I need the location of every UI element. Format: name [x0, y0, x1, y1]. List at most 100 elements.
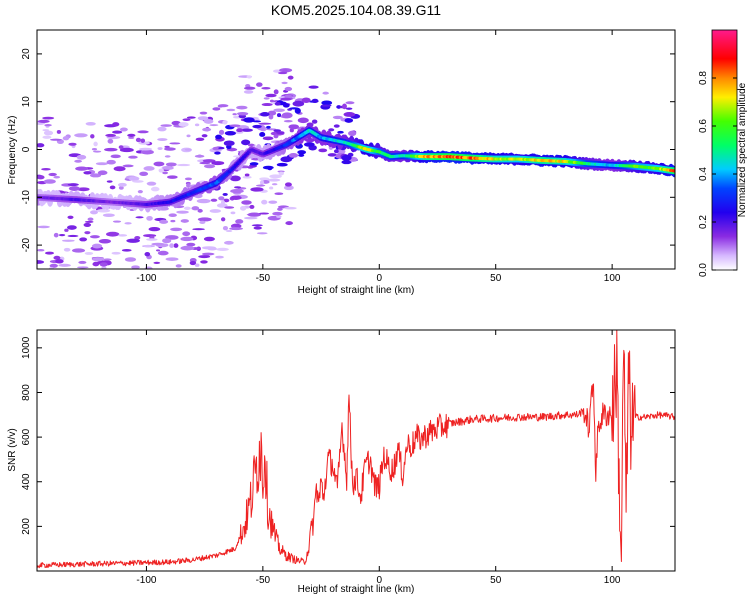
spectrogram-cell	[322, 91, 329, 95]
spectrogram-cell	[92, 150, 102, 153]
spectrogram-cell	[112, 220, 122, 223]
spectrogram-cell	[271, 183, 278, 186]
spectrogram-cell	[241, 139, 251, 146]
spectrogram-cell	[67, 234, 79, 238]
spectrogram-cell	[276, 131, 285, 135]
spectrogram-cell	[146, 238, 158, 241]
spectrogram-cell	[218, 196, 225, 201]
spectrogram-cell	[267, 166, 273, 171]
spectrogram-cell	[111, 251, 121, 255]
spectrogram-cell	[126, 238, 140, 243]
spectrogram-cell	[197, 217, 212, 222]
spectrogram-cell	[118, 185, 124, 190]
spectrogram-cell	[202, 127, 212, 132]
spectrogram-cell	[91, 148, 98, 151]
spectrogram-cell	[146, 181, 157, 186]
spectrogram-cell	[121, 249, 132, 252]
spectrogram-cell	[297, 150, 307, 155]
colorbar-tick-label: 0.4	[698, 167, 709, 181]
spectrogram-cell	[122, 276, 135, 278]
spectrogram-cell	[260, 112, 270, 117]
spectrogram-cell	[259, 180, 265, 186]
spectrogram-cell	[252, 120, 262, 123]
spectrogram-cell	[91, 243, 103, 249]
spectrogram-cell	[229, 124, 241, 128]
spectrogram-cell	[66, 225, 77, 230]
spectrogram-cell	[207, 246, 217, 251]
spectrogram-cell	[268, 200, 278, 204]
colorbar-ticks: 0.0 0.2 0.4 0.6 0.8	[698, 71, 737, 277]
spectrogram-cell	[62, 136, 70, 141]
spectrogram-cell	[232, 113, 237, 116]
spectrogram-cell	[159, 219, 169, 224]
spectrogram-cell	[98, 239, 111, 244]
spectrogram-cell	[273, 134, 279, 139]
spectrogram-cell	[180, 245, 195, 251]
spectrogram-cell	[222, 193, 228, 196]
spectrogram-cell	[169, 142, 181, 145]
spectrogram-cell	[194, 154, 205, 158]
spectrogram-cell	[180, 219, 189, 223]
spectrogram-cell	[151, 242, 165, 246]
spectrogram-cell	[148, 227, 161, 232]
spectrogram-cell	[197, 208, 203, 213]
spectrogram-cell	[200, 260, 208, 264]
spectrogram-cell	[140, 138, 146, 143]
snr-series-line	[37, 330, 675, 569]
spectrogram-cell	[160, 124, 172, 127]
spectrogram-cell	[144, 251, 151, 257]
spectrogram-y-tick-label: 20	[21, 48, 32, 60]
spectrogram-cell	[76, 275, 87, 279]
spectrogram-cell	[104, 147, 118, 152]
spectrogram-cell	[249, 162, 259, 166]
spectrogram-cell	[58, 233, 66, 237]
spectrogram-cell	[217, 104, 229, 108]
spectrogram-cell	[202, 159, 216, 163]
spectrogram-cell	[253, 226, 262, 230]
spectrogram-cell	[244, 216, 258, 220]
spectrogram-y-tick-label: 10	[21, 96, 32, 108]
spectrogram-cell	[165, 162, 177, 167]
spectrogram-cell	[83, 171, 92, 175]
spectrogram-cell	[223, 140, 235, 147]
spectrogram-cell	[118, 182, 127, 187]
spectrogram-cell	[173, 243, 179, 248]
snr-x-tick-label: -50	[256, 575, 271, 586]
snr-y-tick-label: 200	[21, 518, 32, 535]
spectrogram-cell	[139, 171, 149, 177]
spectrogram-cell	[203, 236, 215, 242]
spectrogram-cell	[287, 75, 294, 80]
spectrogram-cell	[246, 75, 252, 79]
spectrogram-cell	[184, 148, 192, 151]
spectrogram-cell	[345, 107, 353, 110]
spectrogram-cell	[226, 108, 236, 112]
spectrogram-cell	[223, 198, 230, 203]
spectrogram-cell	[251, 224, 263, 227]
spectrogram-cell	[42, 135, 52, 139]
spectrogram-cell	[78, 274, 91, 278]
spectrogram-cell	[84, 251, 94, 255]
spectrogram-cell	[266, 125, 271, 129]
spectrogram-cell	[273, 89, 279, 95]
spectrogram-cell	[135, 137, 142, 143]
spectrogram-cell	[58, 263, 71, 267]
spectrogram-y-tick-label: -20	[21, 237, 32, 252]
spectrogram-cell	[283, 119, 293, 123]
spectrogram-cell	[272, 211, 283, 216]
spectrogram-cell	[49, 272, 55, 276]
spectrogram-cell	[218, 146, 225, 150]
spectrogram-cell	[72, 276, 76, 280]
spectrogram-cell	[192, 228, 205, 231]
spectrogram-cell	[328, 128, 335, 132]
spectrogram-cell	[203, 118, 214, 124]
spectrogram-cell	[55, 259, 64, 264]
spectrogram-cell	[269, 186, 274, 190]
spectrogram-cell	[169, 278, 177, 282]
spectrogram-cell	[186, 116, 196, 119]
spectrogram-cell	[106, 180, 113, 183]
spectrogram-cell	[106, 159, 116, 165]
spectrogram-cell	[222, 225, 229, 231]
spectrogram-cell	[188, 270, 198, 273]
